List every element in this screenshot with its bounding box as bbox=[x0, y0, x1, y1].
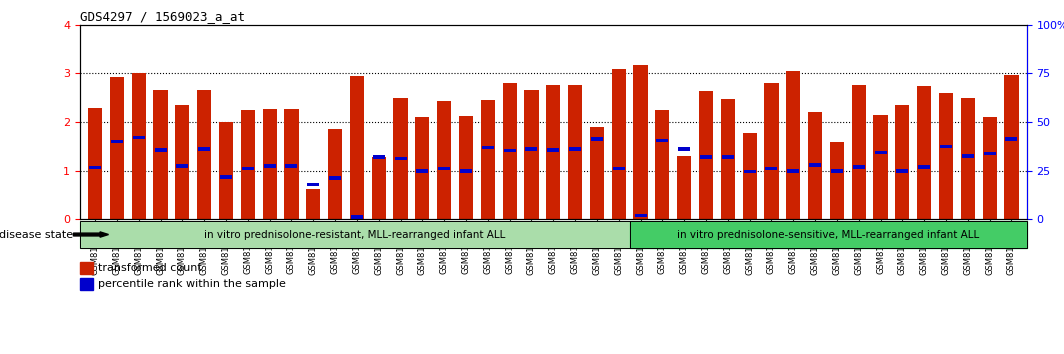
Bar bbox=[306, 189, 320, 219]
Bar bbox=[938, 93, 953, 219]
Bar bbox=[88, 108, 102, 219]
Bar bbox=[285, 164, 298, 168]
Bar bbox=[764, 83, 779, 219]
Bar bbox=[132, 73, 146, 219]
Bar bbox=[962, 154, 974, 158]
Bar bbox=[176, 105, 189, 219]
Bar bbox=[502, 83, 517, 219]
Bar bbox=[416, 169, 429, 172]
Bar bbox=[765, 167, 778, 170]
Bar bbox=[591, 137, 603, 141]
Bar bbox=[240, 110, 255, 219]
Bar bbox=[699, 91, 713, 219]
Bar bbox=[633, 65, 648, 219]
Text: in vitro prednisolone-sensitive, MLL-rearranged infant ALL: in vitro prednisolone-sensitive, MLL-rea… bbox=[677, 229, 979, 240]
Bar bbox=[655, 110, 669, 219]
Bar bbox=[525, 91, 538, 219]
Bar bbox=[459, 116, 473, 219]
Bar bbox=[329, 176, 342, 180]
Bar bbox=[787, 169, 799, 172]
Bar bbox=[111, 140, 123, 143]
Bar bbox=[547, 148, 560, 152]
Bar bbox=[700, 155, 712, 159]
Bar bbox=[284, 109, 299, 219]
Bar bbox=[852, 165, 865, 169]
Bar bbox=[874, 115, 887, 219]
Bar bbox=[918, 165, 930, 169]
Bar bbox=[264, 164, 276, 168]
Bar bbox=[875, 150, 886, 154]
Bar bbox=[394, 98, 408, 219]
Bar bbox=[896, 169, 909, 172]
Bar bbox=[851, 85, 866, 219]
Bar bbox=[830, 142, 844, 219]
Bar bbox=[940, 145, 952, 148]
Bar bbox=[220, 176, 232, 179]
Bar bbox=[895, 105, 910, 219]
Bar bbox=[569, 147, 581, 150]
Bar bbox=[481, 100, 495, 219]
Bar bbox=[371, 157, 386, 219]
Bar bbox=[242, 167, 254, 170]
Bar bbox=[110, 77, 124, 219]
Bar bbox=[1005, 137, 1017, 141]
Bar bbox=[437, 101, 451, 219]
Bar bbox=[589, 127, 604, 219]
Bar bbox=[177, 164, 188, 168]
Bar bbox=[678, 147, 691, 150]
Bar bbox=[89, 166, 101, 169]
Bar bbox=[153, 91, 168, 219]
Bar bbox=[133, 136, 145, 139]
Bar bbox=[983, 152, 996, 155]
Text: in vitro prednisolone-resistant, MLL-rearranged infant ALL: in vitro prednisolone-resistant, MLL-rea… bbox=[204, 229, 505, 240]
Bar bbox=[438, 167, 450, 170]
Bar bbox=[1004, 75, 1018, 219]
Text: disease state: disease state bbox=[0, 229, 73, 240]
Bar bbox=[786, 71, 800, 219]
Bar bbox=[198, 147, 211, 150]
Text: percentile rank within the sample: percentile rank within the sample bbox=[98, 279, 286, 289]
Bar bbox=[917, 86, 931, 219]
Bar bbox=[372, 155, 385, 159]
Bar bbox=[546, 85, 561, 219]
Bar bbox=[482, 146, 494, 149]
Bar bbox=[677, 156, 692, 219]
Bar bbox=[568, 85, 582, 219]
Bar bbox=[744, 170, 755, 173]
Text: GDS4297 / 1569023_a_at: GDS4297 / 1569023_a_at bbox=[80, 10, 245, 23]
Bar bbox=[503, 149, 516, 152]
Bar bbox=[982, 117, 997, 219]
Bar bbox=[307, 183, 319, 186]
Bar bbox=[656, 139, 668, 142]
Bar bbox=[808, 113, 822, 219]
Bar bbox=[395, 157, 406, 160]
Bar bbox=[350, 76, 364, 219]
Bar bbox=[612, 69, 626, 219]
Bar bbox=[809, 163, 821, 167]
Bar bbox=[743, 133, 757, 219]
Bar bbox=[634, 214, 647, 217]
Bar bbox=[526, 147, 537, 150]
Bar bbox=[219, 122, 233, 219]
Bar bbox=[415, 117, 430, 219]
Text: transformed count: transformed count bbox=[98, 263, 202, 273]
Bar bbox=[328, 130, 343, 219]
Bar bbox=[154, 148, 167, 152]
Bar bbox=[460, 169, 472, 172]
Bar bbox=[613, 167, 625, 170]
Bar bbox=[351, 215, 363, 219]
Bar bbox=[263, 109, 277, 219]
Bar bbox=[961, 98, 975, 219]
Bar bbox=[831, 169, 843, 172]
Bar bbox=[720, 99, 735, 219]
Bar bbox=[721, 155, 734, 159]
Bar bbox=[197, 91, 212, 219]
